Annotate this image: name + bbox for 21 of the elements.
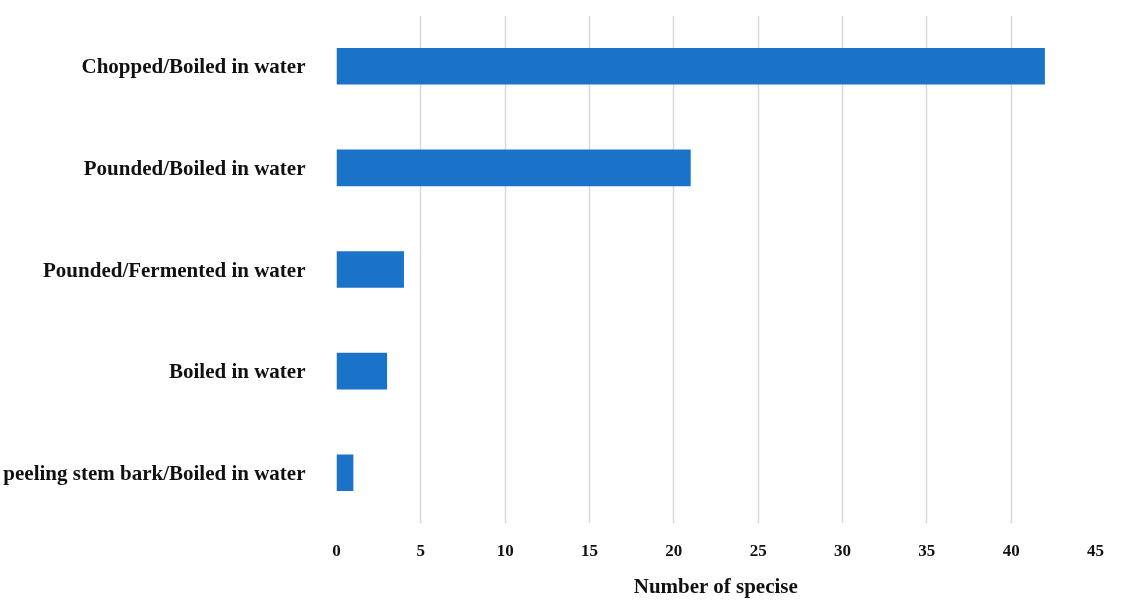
x-tick-label: 45 xyxy=(1087,540,1104,560)
bar xyxy=(336,454,354,491)
x-tick-label: 40 xyxy=(1002,540,1020,560)
y-tick-label: Pounded/Fermented in water xyxy=(43,257,306,282)
bar xyxy=(336,149,691,187)
x-tick-label: 0 xyxy=(332,540,341,560)
bar xyxy=(336,48,1045,85)
y-tick-label: Pounded/Boiled in water xyxy=(83,155,306,180)
x-tick-label: 25 xyxy=(749,540,767,560)
x-axis-title: Number of specise xyxy=(633,573,798,598)
x-tick-label: 30 xyxy=(834,540,851,560)
x-tick-label: 20 xyxy=(665,540,683,560)
x-tick-label: 5 xyxy=(416,540,426,560)
x-tick-label: 35 xyxy=(918,540,936,560)
x-tick-label: 15 xyxy=(581,540,598,560)
x-tick-label: 10 xyxy=(496,540,514,560)
y-tick-label: peeling stem bark/Boiled in water xyxy=(3,460,306,485)
y-tick-label: Chopped/Boiled in water xyxy=(81,54,306,79)
bar xyxy=(336,352,388,390)
y-tick-label: Boiled in water xyxy=(169,359,306,384)
bar xyxy=(336,251,404,288)
